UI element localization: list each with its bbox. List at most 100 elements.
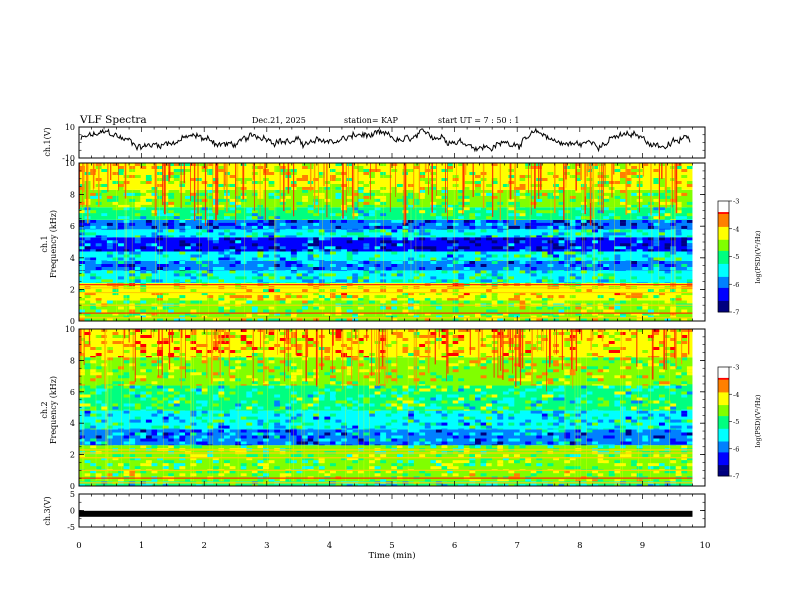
sp1-cell bbox=[413, 270, 420, 274]
sp1-cell bbox=[302, 235, 308, 238]
sp2-cell bbox=[564, 419, 571, 423]
sp1-cell bbox=[330, 232, 336, 236]
sp2-cell bbox=[525, 441, 532, 445]
sp1-cell bbox=[447, 169, 453, 172]
sp2-cell bbox=[207, 428, 214, 430]
sp2-cell bbox=[475, 422, 481, 426]
sp2-cell bbox=[536, 410, 543, 414]
sp1-cell bbox=[452, 260, 459, 261]
sp2-cell bbox=[257, 445, 264, 449]
sp2-cell bbox=[642, 416, 649, 420]
sp1-cell bbox=[536, 246, 543, 250]
sp1-cell bbox=[352, 229, 359, 233]
sp2-cell bbox=[592, 385, 598, 389]
sp1-cell bbox=[469, 195, 476, 199]
sp1-cell bbox=[402, 229, 409, 233]
sp1-cell bbox=[263, 276, 269, 280]
sp1-cell bbox=[441, 279, 448, 283]
sp2-cell bbox=[79, 438, 85, 442]
sp1-cell bbox=[508, 315, 515, 319]
sp1-cell bbox=[430, 306, 437, 310]
sp2-cell bbox=[514, 444, 520, 446]
sp1-cell bbox=[424, 232, 431, 236]
sp1-cell bbox=[608, 219, 615, 220]
sp1-cell bbox=[647, 225, 654, 229]
sp2-cell bbox=[285, 413, 292, 417]
sp1-cell bbox=[385, 172, 392, 175]
sp1-cell bbox=[647, 251, 654, 255]
sp1-cell bbox=[469, 219, 476, 223]
sp1-cell bbox=[430, 246, 437, 250]
sp1-cell bbox=[385, 315, 392, 319]
sp1-cell bbox=[430, 235, 437, 238]
sp1-cell bbox=[391, 260, 398, 261]
sp1-cell bbox=[207, 249, 214, 252]
sp2-cell bbox=[530, 410, 537, 414]
sp1-cell bbox=[664, 219, 671, 220]
sp1-cell bbox=[79, 240, 85, 244]
sp1-cell bbox=[541, 279, 548, 283]
sp1-cell bbox=[413, 166, 420, 169]
sp2-cell bbox=[385, 470, 392, 474]
sp1-cell bbox=[586, 192, 593, 196]
sp1-cell bbox=[302, 249, 308, 252]
sp1-cell bbox=[385, 267, 392, 270]
sp1-cell bbox=[586, 216, 593, 220]
sp2-cell bbox=[441, 391, 448, 395]
sp1-cell bbox=[95, 270, 102, 274]
sp2-cell bbox=[396, 444, 403, 446]
sp2-cell bbox=[519, 429, 526, 433]
sp1-cell bbox=[653, 312, 660, 316]
sp2-cell bbox=[207, 479, 214, 482]
sp1-cell bbox=[268, 198, 275, 202]
sp1-cell bbox=[514, 298, 520, 301]
sp2-cell bbox=[185, 441, 191, 445]
sp1-cell bbox=[346, 178, 353, 181]
sp1-cell bbox=[79, 229, 85, 233]
sp1-cell bbox=[290, 295, 297, 299]
sp1-cell bbox=[268, 276, 275, 280]
sp1-cell bbox=[424, 181, 431, 184]
sp1-cell bbox=[296, 240, 303, 244]
sp1-cell bbox=[173, 261, 180, 264]
sp1-cell bbox=[670, 257, 677, 261]
sp1-cell bbox=[536, 260, 543, 261]
sp1-cell bbox=[218, 213, 225, 217]
sp1-cell bbox=[185, 237, 191, 241]
sp2-cell bbox=[452, 388, 459, 392]
sp2-cell bbox=[162, 460, 169, 464]
sp1-cell bbox=[508, 201, 515, 205]
sp1-cell bbox=[536, 222, 543, 226]
sp1-cell bbox=[603, 195, 610, 199]
sp1-cell bbox=[140, 210, 147, 214]
sp1-cell bbox=[586, 169, 593, 172]
sp2-cell bbox=[162, 428, 169, 430]
sp2-cell bbox=[95, 444, 102, 446]
sp1-cell bbox=[357, 216, 364, 220]
sp1-cell bbox=[380, 235, 387, 238]
sp1-cell bbox=[246, 300, 253, 304]
sp2-cell bbox=[413, 444, 420, 446]
sp1-cell bbox=[647, 309, 654, 313]
sp1-cell bbox=[396, 225, 403, 229]
sp1-cell bbox=[318, 232, 325, 236]
sp1-cell bbox=[318, 187, 325, 190]
sp1-cell bbox=[201, 229, 208, 233]
sp2-cell bbox=[486, 479, 492, 482]
sp1-cell bbox=[413, 306, 420, 310]
sp2-cell bbox=[257, 422, 264, 426]
sp1-cell bbox=[625, 273, 632, 277]
sp1-cell bbox=[592, 169, 598, 172]
sp1-cell bbox=[608, 213, 615, 217]
sp2-cell bbox=[285, 470, 292, 474]
sp1-cell bbox=[118, 228, 124, 230]
sp1-cell bbox=[536, 240, 543, 244]
sp1-cell bbox=[631, 240, 637, 244]
sp1-cell bbox=[140, 298, 147, 301]
sp1-cell bbox=[162, 219, 169, 220]
sp2-cell bbox=[229, 484, 236, 486]
sp2-cell bbox=[486, 410, 492, 414]
sp1-cell bbox=[514, 189, 520, 193]
sp1-cell bbox=[313, 318, 320, 321]
